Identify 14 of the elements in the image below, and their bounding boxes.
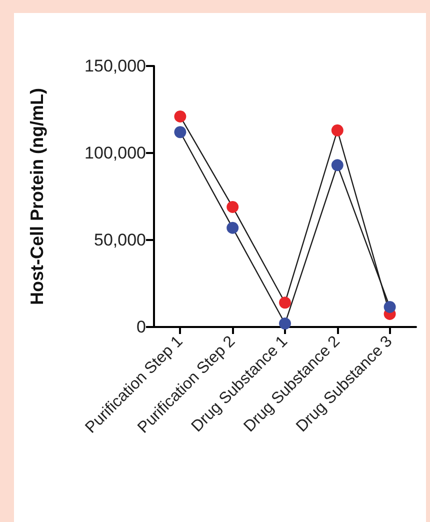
y-tick-label: 150,000 — [84, 56, 146, 76]
point — [226, 200, 239, 213]
y-tick-label: 100,000 — [84, 144, 146, 162]
y-tick-label: 0 — [136, 318, 146, 336]
point — [279, 318, 291, 330]
point — [174, 126, 186, 138]
point — [331, 159, 344, 172]
point — [279, 296, 291, 309]
point — [174, 110, 186, 122]
y-axis-title: Host-Cell Protein (ng/mL) — [27, 88, 47, 305]
point — [331, 124, 344, 136]
point — [226, 222, 239, 234]
y-tick-label: 50,000 — [94, 230, 146, 250]
point — [384, 300, 396, 313]
